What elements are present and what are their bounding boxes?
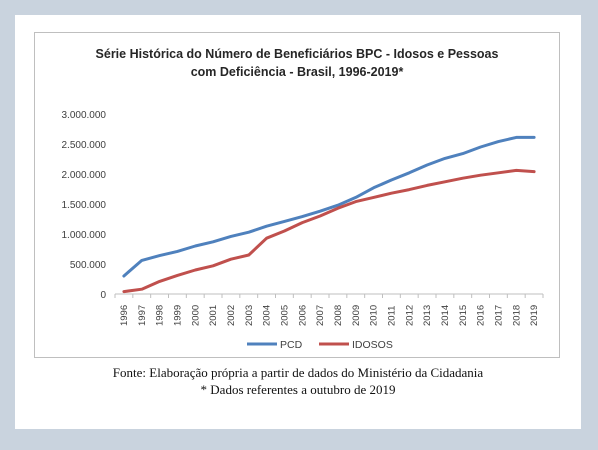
line-chart: 3.000.000 2.500.000 2.000.000 1.500.000 1.00… — [62, 110, 544, 351]
x-tick-label: 2002 — [226, 305, 237, 326]
x-tick-label: 2011 — [386, 306, 397, 326]
x-tick-label: 2012 — [404, 305, 415, 326]
footnote-caption: * Dados referentes a outubro de 2019 — [200, 382, 396, 397]
x-tick-label: 1998 — [155, 305, 166, 326]
figure-panel: Série Histórica do Número de Beneficiári… — [15, 15, 581, 429]
chart-title-line-2: com Deficiência - Brasil, 1996-2019* — [190, 65, 404, 79]
x-tick-label: 2004 — [262, 305, 273, 326]
x-tick-label: 2003 — [244, 305, 255, 326]
x-tick-label: 2009 — [351, 305, 362, 326]
x-tick-label: 2014 — [440, 305, 451, 326]
x-tick-label: 2001 — [208, 305, 219, 326]
y-tick-label: 1.500.000 — [62, 200, 107, 211]
x-tick-label: 1999 — [172, 305, 183, 326]
legend-label-pcd: PCD — [280, 339, 303, 351]
x-tick-label: 2017 — [493, 305, 504, 326]
x-tick-label: 1997 — [137, 305, 148, 326]
y-tick-label: 1.000.000 — [62, 230, 107, 241]
source-caption: Fonte: Elaboração própria a partir de da… — [112, 365, 484, 380]
x-tick-label: 2006 — [297, 305, 308, 326]
x-tick-label: 2010 — [369, 305, 380, 326]
x-tick-label: 2016 — [476, 305, 487, 326]
y-tick-label: 500.000 — [70, 260, 107, 271]
chart-frame: Série Histórica do Número de Beneficiári… — [34, 32, 560, 358]
x-tick-label: 1996 — [119, 305, 130, 326]
chart-title: Série Histórica do Número de Beneficiári… — [35, 45, 559, 81]
series-line-idosos — [122, 168, 536, 294]
chart-title-line-1: Série Histórica do Número de Beneficiári… — [95, 47, 499, 61]
y-tick-label: 0 — [100, 290, 106, 301]
x-tick-label: 2013 — [422, 305, 433, 326]
x-tick-label: 2019 — [529, 305, 540, 326]
y-tick-label: 3.000.000 — [62, 110, 107, 121]
x-tick-label: 2005 — [279, 305, 290, 326]
y-tick-label: 2.500.000 — [62, 140, 107, 151]
x-tick-label: 2018 — [511, 305, 522, 326]
series-line-pcd — [122, 135, 536, 278]
legend-label-idosos: IDOSOS — [352, 339, 393, 351]
x-tick-label: 2015 — [458, 305, 469, 326]
x-tick-label: 2000 — [190, 305, 201, 326]
x-tick-label: 2008 — [333, 305, 344, 326]
y-tick-label: 2.000.000 — [62, 170, 107, 181]
x-tick-label: 2007 — [315, 305, 326, 326]
